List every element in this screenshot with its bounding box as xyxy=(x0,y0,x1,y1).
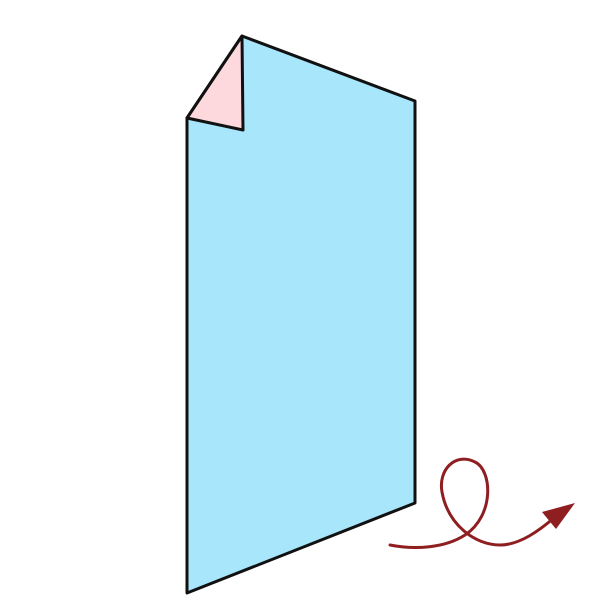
arrow-head xyxy=(542,503,575,529)
turn-over-arrow-path xyxy=(388,457,557,550)
turn-over-arrow-icon xyxy=(388,457,575,550)
folded-corner-icon xyxy=(185,34,245,132)
